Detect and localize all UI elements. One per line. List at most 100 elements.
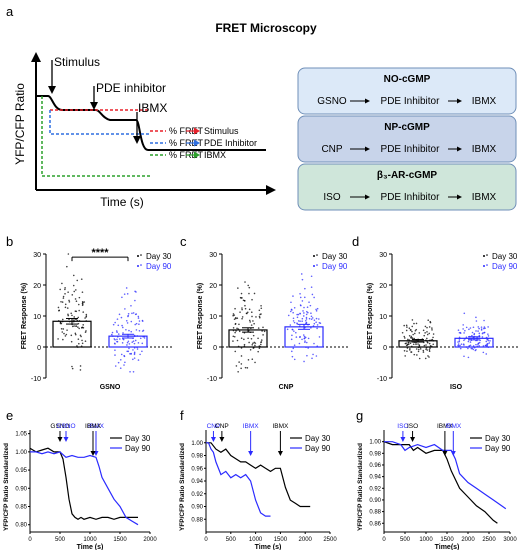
- data-point: [291, 328, 294, 331]
- data-point: [315, 321, 317, 323]
- data-point: [129, 352, 131, 355]
- data-point: [62, 338, 64, 341]
- data-point: [78, 319, 81, 322]
- data-point: [318, 336, 321, 338]
- data-point: [133, 342, 136, 345]
- data-point: [244, 304, 246, 307]
- data-point: [426, 326, 428, 329]
- data-point: [117, 324, 120, 327]
- data-point: [82, 326, 85, 329]
- data-point: [248, 341, 250, 344]
- data-point: [408, 339, 411, 341]
- y-tick-label: 0.90: [191, 505, 203, 511]
- data-point: [132, 340, 135, 342]
- data-point: [73, 316, 76, 318]
- stimulus-annotation: Stimulus: [54, 55, 100, 69]
- x-tick-label: 1500: [274, 537, 288, 543]
- data-point: [457, 329, 460, 331]
- data-point: [487, 339, 490, 342]
- y-tick-label: 0.98: [191, 454, 203, 460]
- data-point: [122, 332, 124, 334]
- y-tick-label: 0.92: [369, 486, 381, 492]
- y-tick-label: -10: [377, 376, 387, 383]
- data-point: [236, 339, 239, 342]
- stimulus-annotation: IBMX: [272, 423, 289, 430]
- data-point: [458, 339, 461, 341]
- data-point: [135, 313, 138, 315]
- data-point: [61, 318, 64, 321]
- line-panel-g: g 0.86 0.88 0.90 0.92 0.94 0.96 0.98 1.00 0 500 100…: [356, 408, 517, 550]
- data-point: [112, 323, 115, 326]
- data-point: [426, 331, 428, 333]
- data-point: [305, 313, 308, 316]
- data-point: [250, 311, 253, 314]
- data-point: [245, 312, 248, 315]
- pathway-step: IBMX: [472, 96, 497, 107]
- bar-panel-b: b -10 0 10 20 30 FRET Response (%) GSNO Day 30Da…: [6, 234, 174, 391]
- data-point: [258, 347, 261, 350]
- data-point: [64, 287, 66, 289]
- data-point: [404, 355, 406, 357]
- data-point: [142, 336, 144, 338]
- x-tick-label: 3000: [503, 537, 517, 543]
- data-point: [244, 281, 246, 283]
- data-point: [480, 328, 483, 330]
- annotation-arrow-icon: [450, 451, 456, 456]
- data-point: [430, 345, 433, 348]
- y-tick-label: 0.98: [369, 451, 381, 457]
- data-point: [303, 306, 305, 309]
- data-point: [305, 341, 308, 344]
- data-point: [318, 318, 320, 320]
- data-point: [117, 333, 120, 335]
- data-point: [84, 317, 86, 319]
- data-point: [238, 323, 240, 326]
- data-point: [468, 337, 470, 340]
- data-point: [409, 347, 411, 350]
- data-point: [308, 317, 311, 320]
- data-point: [122, 338, 125, 341]
- x-tick-label: 2000: [299, 537, 313, 543]
- y-tick-label: 10: [379, 314, 387, 321]
- data-point: [58, 309, 61, 312]
- data-point: [426, 349, 428, 351]
- data-point: [298, 342, 301, 345]
- pde-annotation: PDE inhibitor: [96, 81, 166, 95]
- bar-panel-c: c -10 0 10 20 30 FRET Response (%) CNP Day 30Day…: [180, 234, 350, 391]
- annotation-arrow-icon: [210, 437, 216, 442]
- data-point: [301, 320, 303, 322]
- data-point: [477, 330, 479, 332]
- legend-marker: [140, 264, 142, 266]
- data-point: [311, 357, 313, 360]
- data-point: [417, 346, 420, 349]
- data-point: [112, 335, 114, 337]
- data-point: [426, 341, 429, 344]
- data-point: [121, 296, 123, 299]
- schematic-legend: % FRET Stimulus % FRET PDE Inhibitor % F…: [150, 126, 257, 160]
- data-point: [241, 297, 243, 299]
- data-point: [116, 340, 118, 343]
- data-point: [261, 330, 263, 332]
- data-point: [432, 333, 435, 335]
- data-point: [139, 337, 142, 340]
- data-point: [459, 347, 462, 350]
- data-point: [301, 338, 303, 341]
- data-point: [311, 293, 314, 296]
- data-point: [82, 301, 84, 304]
- data-point: [68, 299, 70, 302]
- data-point: [473, 346, 476, 349]
- data-point: [406, 350, 408, 352]
- data-point: [260, 304, 262, 307]
- data-point: [299, 292, 301, 295]
- data-point: [430, 339, 432, 341]
- data-point: [485, 353, 488, 355]
- panel-label-f: f: [180, 408, 184, 423]
- data-point: [299, 336, 301, 339]
- data-point: [114, 349, 116, 351]
- data-point: [79, 369, 82, 371]
- data-point: [300, 273, 303, 275]
- data-point: [123, 293, 126, 295]
- data-point: [76, 319, 79, 322]
- data-point: [312, 353, 314, 356]
- data-point: [114, 354, 116, 356]
- data-point: [305, 322, 307, 325]
